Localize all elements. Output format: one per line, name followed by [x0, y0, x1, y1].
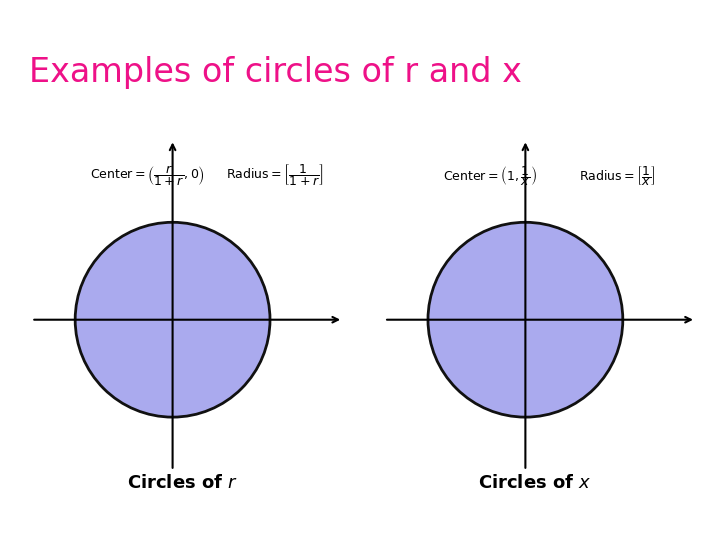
Text: $\mathrm{Radius} = \left[\dfrac{1}{1+r}\right]$: $\mathrm{Radius} = \left[\dfrac{1}{1+r}\… — [226, 163, 324, 188]
Text: Examples of circles of r and x: Examples of circles of r and x — [29, 56, 522, 89]
Text: $\mathrm{Radius} = \left[\dfrac{1}{x}\right]$: $\mathrm{Radius} = \left[\dfrac{1}{x}\ri… — [579, 164, 656, 188]
Circle shape — [428, 222, 623, 417]
Text: Circles of $x$: Circles of $x$ — [478, 474, 592, 491]
Circle shape — [75, 222, 270, 417]
Text: $\mathrm{Center} = \left(\dfrac{r}{1+r},0\right)$: $\mathrm{Center} = \left(\dfrac{r}{1+r},… — [90, 163, 204, 188]
Text: $\mathrm{Center} = \left(1,\dfrac{1}{x}\right)$: $\mathrm{Center} = \left(1,\dfrac{1}{x}\… — [443, 164, 536, 188]
Text: Circles of $r$: Circles of $r$ — [127, 474, 238, 491]
